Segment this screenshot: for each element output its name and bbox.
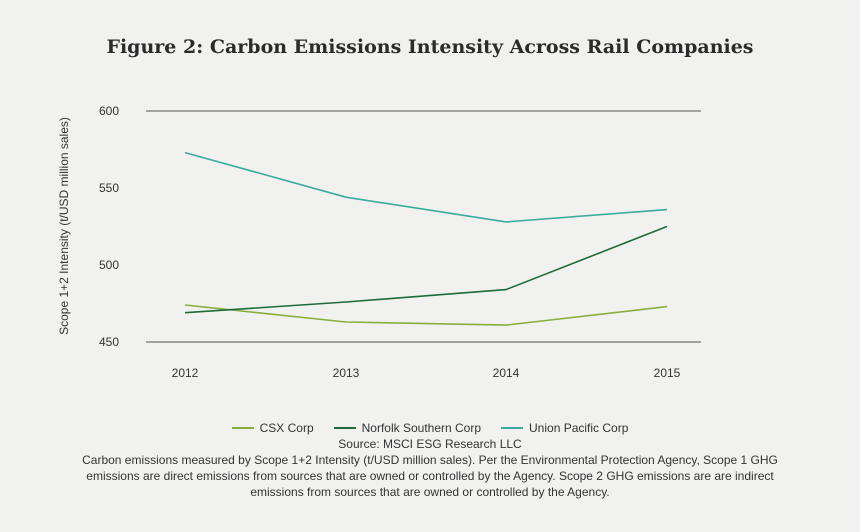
x-tick-label: 2013	[333, 366, 360, 380]
series-line-norfolk-southern-corp	[184, 225, 668, 314]
legend-item: Union Pacific Corp	[501, 421, 628, 435]
y-tick-label: 600	[99, 104, 119, 118]
legend-label: Union Pacific Corp	[529, 421, 629, 435]
legend-swatch	[501, 427, 524, 429]
y-tick-label: 450	[99, 335, 119, 349]
x-tick-label: 2012	[172, 366, 199, 380]
legend-swatch	[333, 427, 356, 429]
y-axis-label: Scope 1+2 Intensity (t/USD million sales…	[57, 117, 71, 335]
legend: CSX Corp Norfolk Southern Corp Union Pacif…	[0, 421, 860, 435]
line-chart: Scope 1+2 Intensity (t/USD million sales…	[57, 104, 701, 380]
source-note: Source: MSCI ESG Research LLC	[338, 437, 522, 451]
legend-item: Norfolk Southern Corp	[333, 421, 482, 435]
series-line-union-pacific-corp	[184, 151, 668, 223]
y-ticks: 450 500 550 600	[99, 104, 119, 349]
legend-item: CSX Corp	[231, 421, 314, 435]
y-tick-label: 550	[99, 181, 119, 195]
series-line-csx-corp	[184, 304, 668, 326]
legend-label: Norfolk Southern Corp	[361, 421, 482, 435]
y-tick-label: 500	[99, 258, 119, 272]
legend-swatch	[231, 427, 254, 429]
series-lines	[184, 151, 668, 326]
footnote: Carbon emissions measured by Scope 1+2 I…	[82, 453, 778, 499]
x-tick-label: 2015	[654, 366, 681, 380]
legend-label: CSX Corp	[259, 421, 314, 435]
x-ticks: 2012 2013 2014 2015	[172, 366, 681, 380]
chart-title: Figure 2: Carbon Emissions Intensity Acr…	[106, 36, 754, 58]
x-tick-label: 2014	[493, 366, 520, 380]
